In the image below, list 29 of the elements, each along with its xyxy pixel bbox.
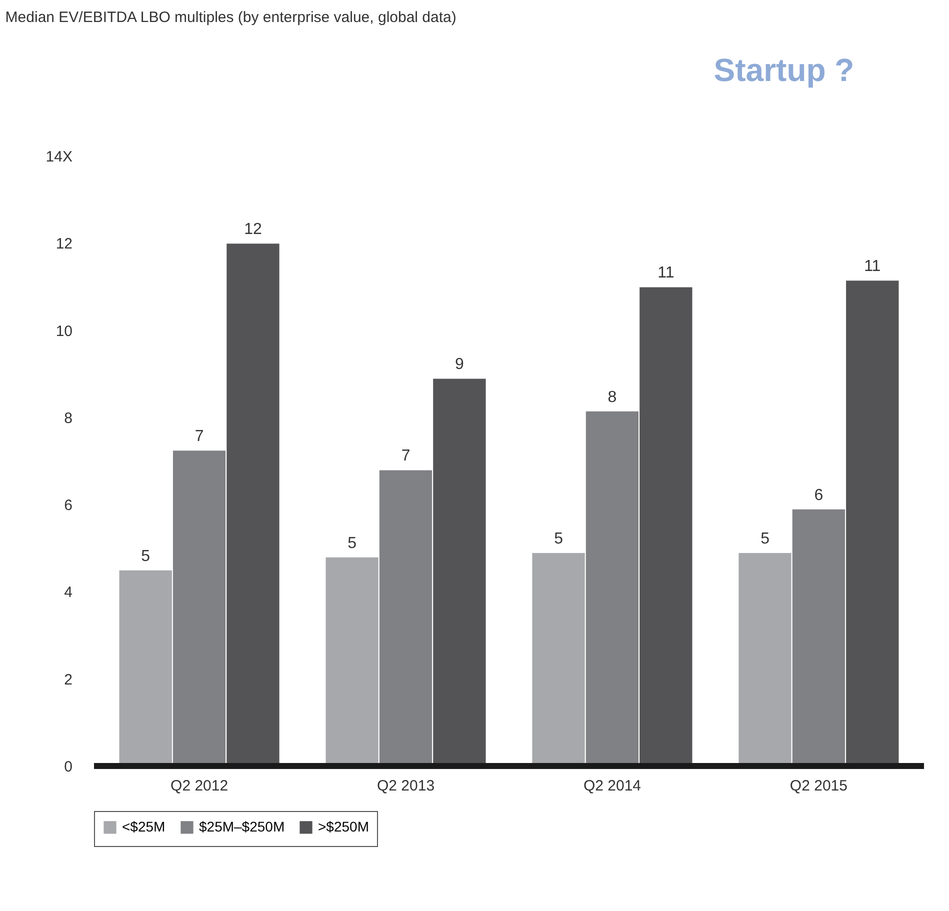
data-label: 5 xyxy=(348,534,357,552)
data-label: 5 xyxy=(554,530,564,548)
x-tick-label: Q2 2012 xyxy=(170,778,228,794)
y-tick-label: 0 xyxy=(64,758,72,776)
y-tick-label: 6 xyxy=(64,497,72,514)
data-label: 7 xyxy=(401,448,410,465)
data-label: 5 xyxy=(760,530,770,548)
y-tick-label: 4 xyxy=(64,584,72,602)
data-label: 7 xyxy=(194,428,204,446)
x-tick-label: Q2 2015 xyxy=(790,778,848,794)
chart-title: Median EV/EBITDA LBO multiples (by enterprise value, global data) xyxy=(5,9,456,26)
data-label: 12 xyxy=(244,221,262,238)
text: Startup ? xyxy=(714,52,854,88)
data-label: 11 xyxy=(864,258,881,276)
y-tick-label: 8 xyxy=(64,410,72,427)
data-label: 6 xyxy=(814,486,824,504)
data-label: 5 xyxy=(141,548,150,565)
data-label: 9 xyxy=(454,356,464,374)
y-tick-label: 12 xyxy=(56,236,72,253)
legend-label: <$25M xyxy=(122,818,166,834)
x-tick-label: Q2 2014 xyxy=(583,778,642,794)
data-label: 8 xyxy=(608,388,617,406)
x-tick-label: Q2 2013 xyxy=(376,778,435,794)
data-label: 11 xyxy=(658,264,674,282)
legend-label: >$250M xyxy=(318,818,369,834)
y-tick-label: 2 xyxy=(64,671,72,688)
y-tick-label: 14X xyxy=(46,148,72,166)
y-tick-label: 10 xyxy=(56,322,72,340)
legend-label: $25M–$250M xyxy=(199,818,285,834)
